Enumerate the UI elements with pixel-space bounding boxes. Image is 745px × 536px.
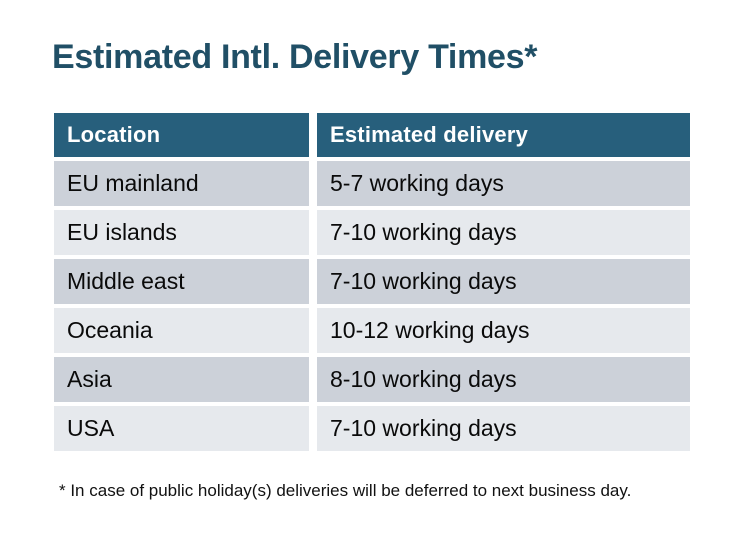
column-header-location: Location [54,113,309,157]
delivery-cell: 5-7 working days [317,161,690,206]
table-row: Asia 8-10 working days [54,357,690,402]
table-row: EU islands 7-10 working days [54,210,690,255]
table-row: EU mainland 5-7 working days [54,161,690,206]
table-row: Middle east 7-10 working days [54,259,690,304]
table-header-row: Location Estimated delivery [54,113,690,157]
delivery-cell: 8-10 working days [317,357,690,402]
delivery-cell: 7-10 working days [317,259,690,304]
table-body: EU mainland 5-7 working days EU islands … [54,161,690,451]
location-cell: Oceania [54,308,309,353]
page-title: Estimated Intl. Delivery Times* [52,38,538,76]
delivery-cell: 7-10 working days [317,406,690,451]
footnote: * In case of public holiday(s) deliverie… [59,481,632,500]
location-cell: EU mainland [54,161,309,206]
location-cell: Middle east [54,259,309,304]
delivery-cell: 10-12 working days [317,308,690,353]
table-row: USA 7-10 working days [54,406,690,451]
location-cell: Asia [54,357,309,402]
delivery-cell: 7-10 working days [317,210,690,255]
delivery-times-table: Location Estimated delivery EU mainland … [54,113,690,455]
location-cell: EU islands [54,210,309,255]
table-row: Oceania 10-12 working days [54,308,690,353]
location-cell: USA [54,406,309,451]
column-header-estimated-delivery: Estimated delivery [317,113,690,157]
